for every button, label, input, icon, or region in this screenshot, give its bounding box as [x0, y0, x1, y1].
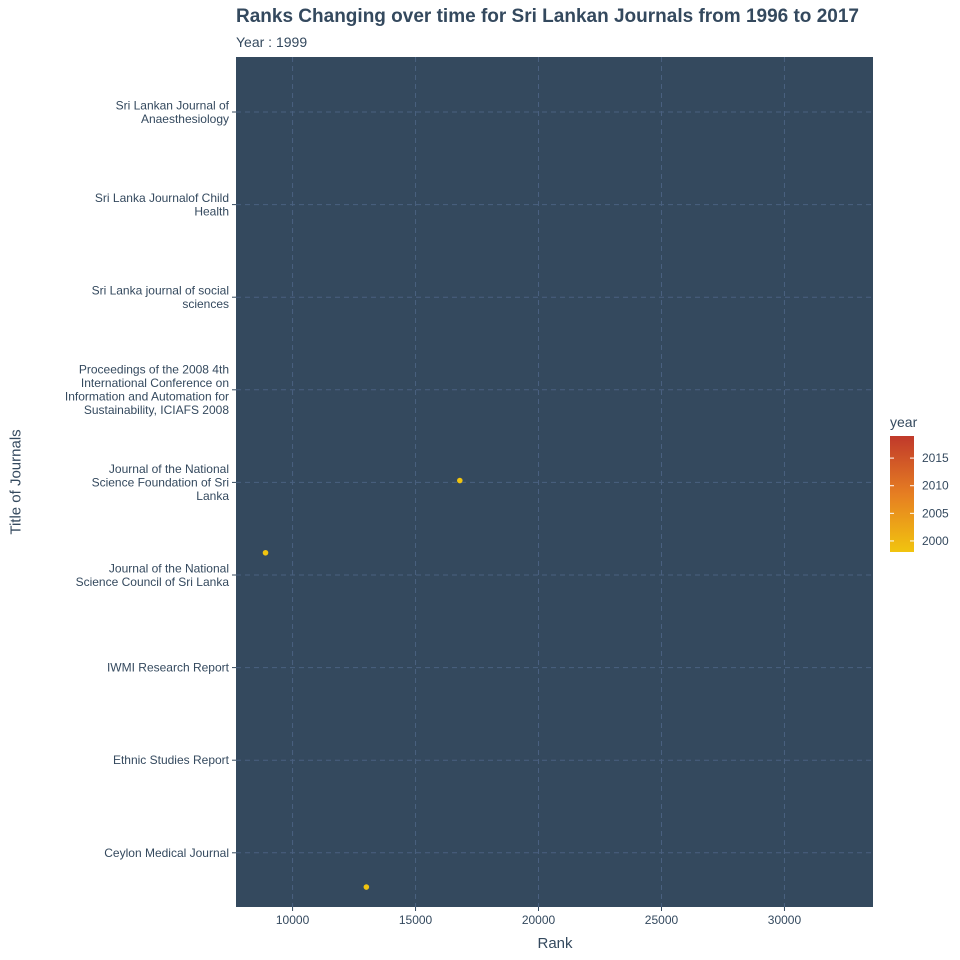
y-tick-label: Science Foundation of Sri	[92, 475, 229, 489]
y-tick-label: sciences	[182, 297, 229, 311]
y-tick-label: Sri Lanka Journalof Child	[95, 191, 229, 205]
chart-title: Ranks Changing over time for Sri Lankan …	[236, 6, 859, 27]
legend-tick-label: 2015	[922, 451, 949, 465]
x-tick-label: 30000	[768, 913, 802, 927]
legend-colorbar	[890, 436, 914, 552]
legend-title: year	[890, 414, 918, 430]
y-tick-label: Health	[194, 204, 229, 218]
y-tick-label: Information and Automation for	[65, 390, 229, 404]
y-tick-label: Ethnic Studies Report	[113, 753, 230, 767]
x-tick-label: 25000	[645, 913, 679, 927]
y-tick-label: IWMI Research Report	[107, 661, 230, 675]
x-axis-label: Rank	[537, 935, 573, 952]
y-tick-label: Anaesthesiology	[141, 112, 229, 126]
y-tick-label: Science Council of Sri Lanka	[76, 575, 230, 589]
y-tick-label: Sri Lankan Journal of	[116, 98, 230, 112]
chart-subtitle: Year : 1999	[236, 34, 308, 50]
data-point	[262, 549, 269, 556]
x-tick-label: 20000	[522, 913, 556, 927]
x-tick-label: 10000	[276, 913, 310, 927]
y-tick-label: Journal of the National	[109, 561, 229, 575]
legend-tick-label: 2010	[922, 479, 949, 493]
y-tick-label: Sustainability, ICIAFS 2008	[84, 403, 230, 417]
data-point	[457, 477, 463, 484]
y-tick-label: Proceedings of the 2008 4th	[79, 363, 229, 377]
y-tick-label: Journal of the National	[109, 462, 229, 476]
x-tick-label: 15000	[399, 913, 433, 927]
y-tick-label: Sri Lanka journal of social	[92, 283, 229, 297]
y-tick-label: Ceylon Medical Journal	[104, 846, 229, 860]
data-point	[363, 884, 370, 890]
legend-tick-label: 2005	[922, 506, 949, 520]
y-tick-label: Lanka	[196, 489, 229, 503]
y-tick-label: International Conference on	[81, 376, 229, 390]
legend-tick-label: 2000	[922, 534, 949, 548]
